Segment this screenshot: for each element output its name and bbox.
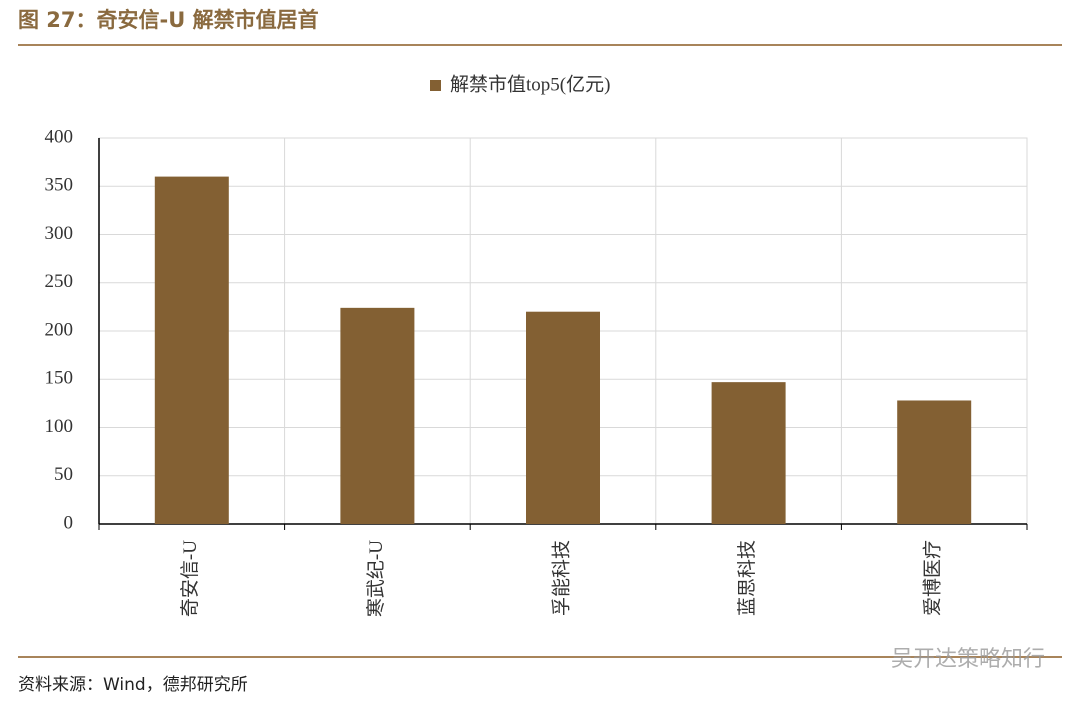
source: 资料来源：Wind，德邦研究所	[18, 675, 248, 695]
y-tick-label: 400	[45, 126, 74, 147]
y-tick-label: 350	[45, 175, 74, 196]
y-tick-label: 200	[45, 319, 74, 340]
y-tick-label: 150	[45, 368, 74, 389]
x-tick-label: 孚能科技	[550, 540, 572, 616]
bar	[897, 400, 972, 524]
y-tick-label: 50	[54, 464, 73, 485]
x-tick-label: 寒武纪-U	[365, 540, 387, 617]
bar	[711, 382, 786, 524]
legend-label: 解禁市值top5(亿元)	[450, 73, 610, 95]
bar	[526, 311, 600, 524]
legend-swatch	[430, 80, 441, 91]
bar	[340, 307, 415, 524]
figure-title: 图 27：奇安信-U 解禁市值居首	[18, 8, 319, 32]
x-tick-label: 爱博医疗	[922, 540, 944, 616]
watermark: 吴开达策略知行	[891, 647, 1045, 672]
y-tick-label: 300	[45, 223, 74, 244]
bar	[154, 176, 229, 524]
y-tick-label: 100	[45, 416, 74, 437]
x-tick-label: 奇安信-U	[179, 540, 201, 617]
x-tick-label: 蓝思科技	[736, 540, 758, 616]
chart: 0 50 100 150 200 250 300 350 400 解禁市值top5(亿元) 奇安信-…	[45, 73, 1028, 617]
y-tick-label: 0	[64, 512, 74, 533]
y-tick-label: 250	[45, 271, 74, 292]
